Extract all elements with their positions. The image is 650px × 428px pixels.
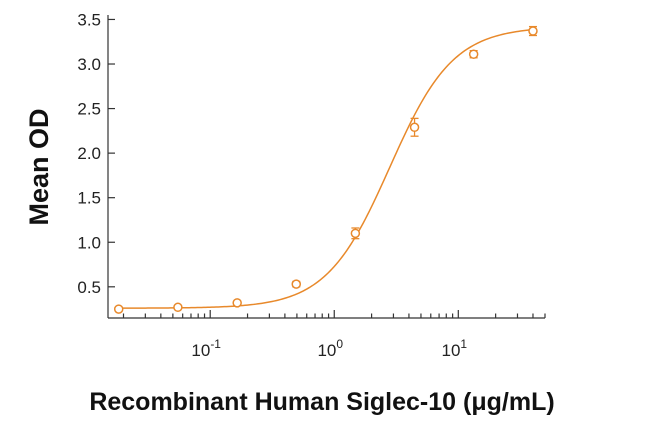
x-tick-label: 10-1 (191, 337, 221, 360)
data-point (291, 279, 302, 289)
data-point (468, 49, 479, 59)
x-tick-label: 101 (441, 337, 467, 360)
y-tick-label: 2.5 (77, 100, 101, 119)
data-point (113, 304, 124, 314)
y-tick-label: 3.5 (77, 10, 101, 29)
y-tick-label: 3.0 (77, 55, 101, 74)
plot-area: 0.5 1.0 1.5 2.0 2.5 3.0 3.5 10-1 100 101 (77, 10, 546, 360)
data-point (350, 228, 361, 239)
y-tick-label: 0.5 (77, 278, 101, 297)
data-point (173, 302, 183, 313)
y-tick-label: 1.0 (77, 233, 101, 252)
data-point (528, 26, 538, 36)
y-axis-title: Mean OD (24, 108, 54, 225)
y-tick-label: 1.5 (77, 189, 101, 208)
data-point (409, 122, 420, 133)
y-tick-label: 2.0 (77, 144, 101, 163)
data-point (232, 298, 242, 308)
fit-curve (118, 28, 534, 309)
x-axis-title: Recombinant Human Siglec-10 (μg/mL) (89, 388, 554, 416)
x-tick-label: 100 (317, 337, 343, 360)
